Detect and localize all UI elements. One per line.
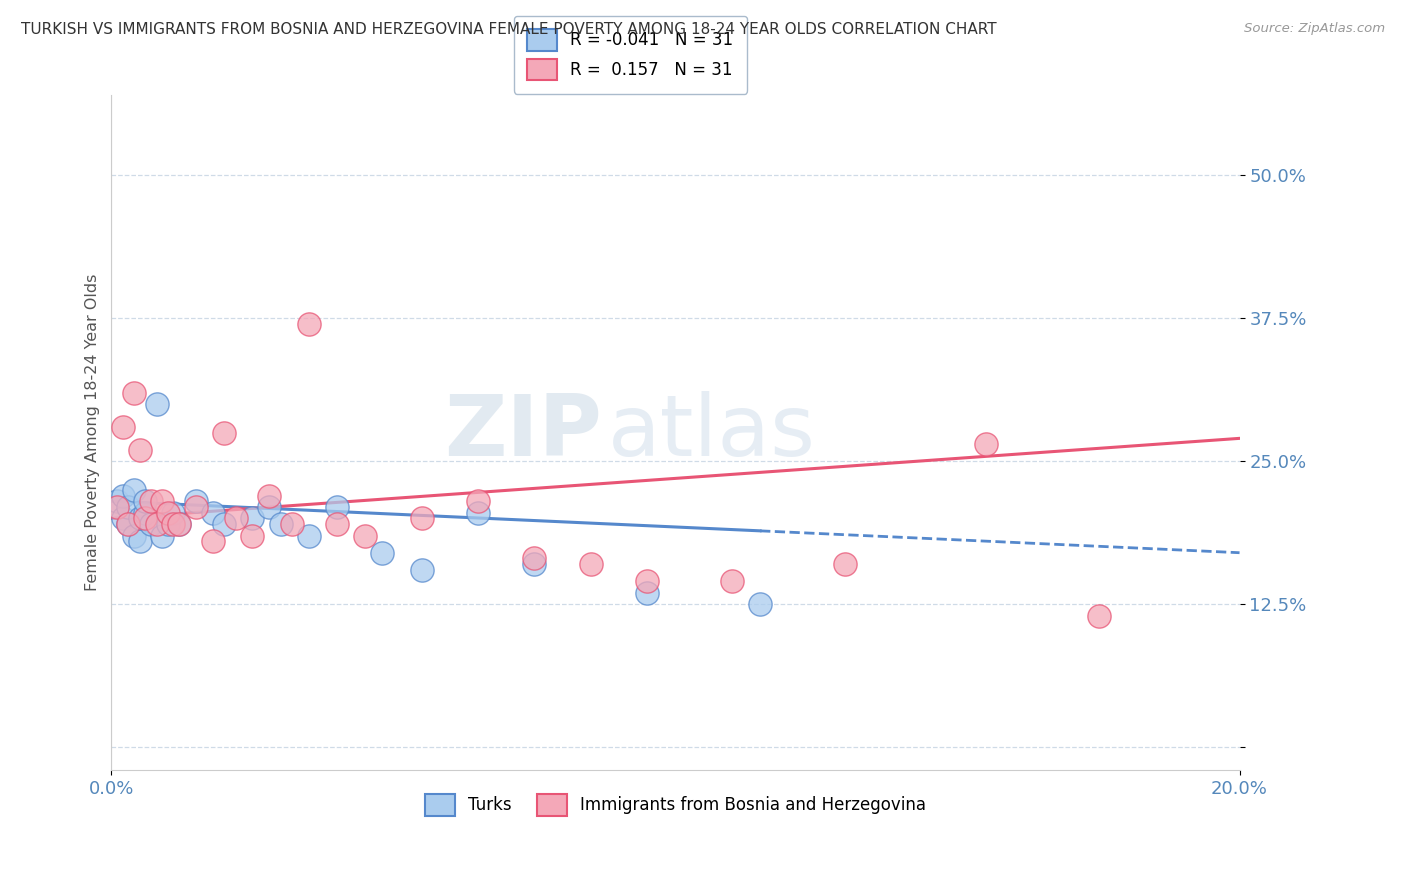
Point	[354, 528, 377, 542]
Point	[1087, 608, 1109, 623]
Point	[156, 517, 179, 532]
Point	[117, 500, 139, 514]
Point	[139, 517, 162, 532]
Point	[184, 500, 207, 514]
Point	[105, 494, 128, 508]
Point	[212, 517, 235, 532]
Point	[636, 574, 658, 589]
Point	[128, 442, 150, 457]
Point	[111, 420, 134, 434]
Point	[122, 385, 145, 400]
Point	[117, 517, 139, 532]
Point	[117, 517, 139, 532]
Point	[721, 574, 744, 589]
Point	[134, 494, 156, 508]
Point	[371, 546, 394, 560]
Point	[122, 528, 145, 542]
Point	[162, 517, 184, 532]
Point	[225, 511, 247, 525]
Point	[134, 506, 156, 520]
Point	[212, 425, 235, 440]
Point	[326, 500, 349, 514]
Point	[139, 494, 162, 508]
Point	[128, 534, 150, 549]
Point	[467, 506, 489, 520]
Point	[156, 506, 179, 520]
Text: TURKISH VS IMMIGRANTS FROM BOSNIA AND HERZEGOVINA FEMALE POVERTY AMONG 18-24 YEA: TURKISH VS IMMIGRANTS FROM BOSNIA AND HE…	[21, 22, 997, 37]
Point	[974, 437, 997, 451]
Point	[134, 511, 156, 525]
Point	[150, 494, 173, 508]
Point	[145, 397, 167, 411]
Point	[184, 494, 207, 508]
Point	[636, 586, 658, 600]
Point	[105, 500, 128, 514]
Point	[326, 517, 349, 532]
Point	[411, 563, 433, 577]
Point	[270, 517, 292, 532]
Point	[167, 517, 190, 532]
Point	[749, 597, 772, 611]
Point	[128, 511, 150, 525]
Point	[298, 528, 321, 542]
Point	[162, 506, 184, 520]
Point	[111, 511, 134, 525]
Point	[201, 506, 224, 520]
Point	[579, 557, 602, 571]
Point	[259, 489, 281, 503]
Point	[145, 517, 167, 532]
Text: ZIP: ZIP	[444, 391, 602, 475]
Y-axis label: Female Poverty Among 18-24 Year Olds: Female Poverty Among 18-24 Year Olds	[86, 274, 100, 591]
Text: atlas: atlas	[607, 391, 815, 475]
Point	[111, 489, 134, 503]
Point	[411, 511, 433, 525]
Point	[281, 517, 304, 532]
Point	[242, 511, 264, 525]
Text: Source: ZipAtlas.com: Source: ZipAtlas.com	[1244, 22, 1385, 36]
Point	[122, 483, 145, 497]
Point	[259, 500, 281, 514]
Point	[834, 557, 856, 571]
Point	[467, 494, 489, 508]
Point	[150, 528, 173, 542]
Point	[523, 551, 546, 566]
Point	[298, 317, 321, 331]
Point	[201, 534, 224, 549]
Point	[523, 557, 546, 571]
Point	[242, 528, 264, 542]
Legend: Turks, Immigrants from Bosnia and Herzegovina: Turks, Immigrants from Bosnia and Herzeg…	[418, 788, 932, 822]
Point	[167, 517, 190, 532]
